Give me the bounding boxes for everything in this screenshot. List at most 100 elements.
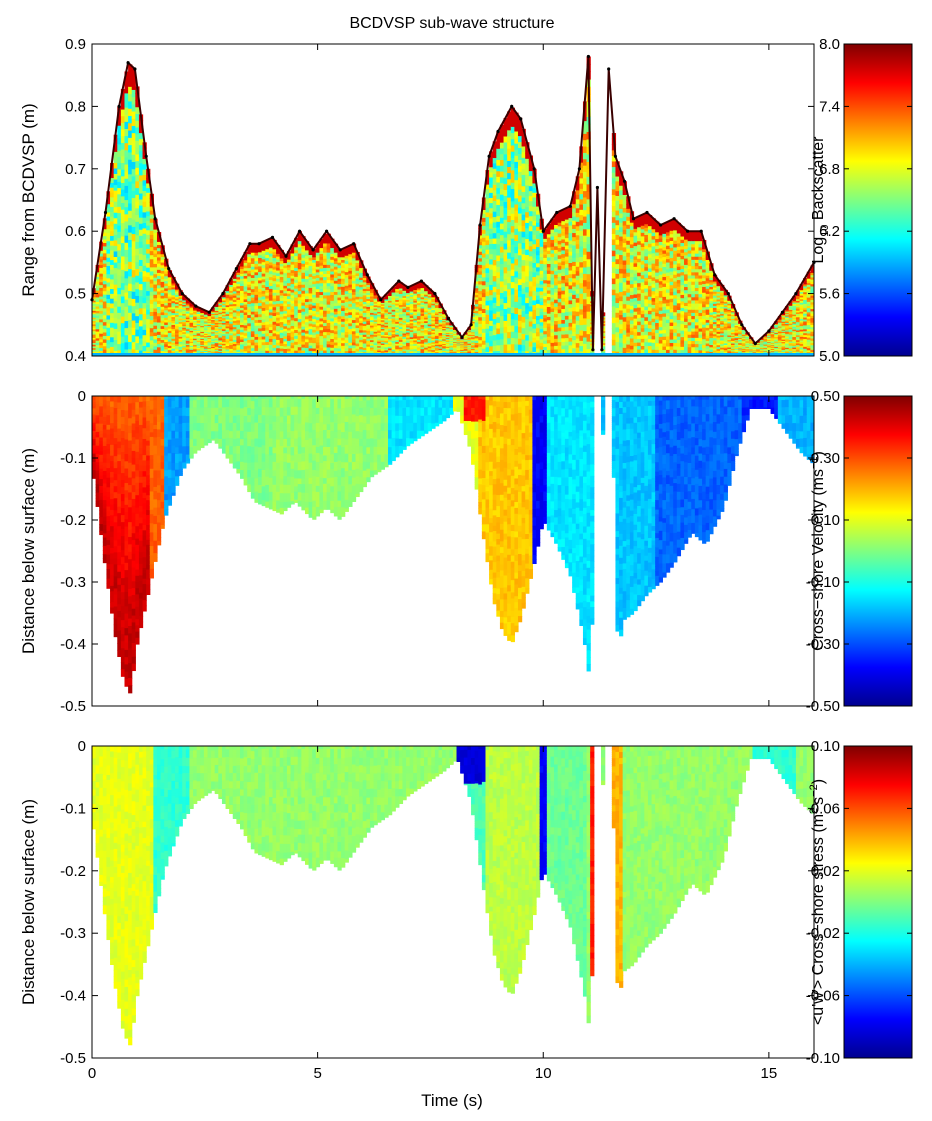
surface-point <box>496 129 500 133</box>
y-axis-label: Distance below surface (m) <box>19 448 38 654</box>
y-tick-label: 0.4 <box>65 348 86 365</box>
y-tick-label: -0.3 <box>60 925 86 942</box>
heatmap-field-backscatter <box>92 56 814 356</box>
surface-point <box>365 273 369 277</box>
colorbar-label: Cross−shore Velocity (ms−1) <box>808 451 827 651</box>
colorbar-tick-label: 0.50 <box>811 388 840 405</box>
surface-point <box>248 242 252 246</box>
x-tick-label: 15 <box>761 1065 778 1082</box>
x-tick-label: 5 <box>313 1065 321 1082</box>
colorbar-tick-label: 0.10 <box>811 512 840 529</box>
surface-point <box>133 67 137 71</box>
heatmap-field-stress <box>92 746 814 1046</box>
surface-point <box>577 167 582 171</box>
y-tick-label: 0 <box>78 388 86 405</box>
surface-point <box>194 304 198 308</box>
surface-point <box>672 217 676 221</box>
surface-point <box>753 341 757 346</box>
surface-point <box>221 292 225 296</box>
colorbar-label: Log10 Backscatter <box>810 136 831 264</box>
colorbar-label: <u'w'> Cross−shore stress (m2s−2) <box>808 779 827 1025</box>
colorbar-tick-label: 5.6 <box>819 286 840 303</box>
colorbar-backscatter <box>843 43 913 357</box>
surface-point <box>397 279 401 283</box>
y-tick-label: -0.4 <box>60 636 86 653</box>
panel-velocity: 0 -0.1 -0.2 -0.3 -0.4 -0.5 Distance below surf… <box>19 388 913 715</box>
colorbar-tick-label: -0.50 <box>806 698 840 715</box>
surface-point <box>713 273 717 277</box>
surface-line <box>91 56 815 350</box>
colorbar-tick-label: 0.30 <box>811 450 840 467</box>
y-tick-label: 0.7 <box>65 161 86 178</box>
panel-backscatter: 0.9 0.8 0.7 0.6 0.5 0.4 Range from BCDVSP (m) 8… <box>19 36 913 365</box>
surface-point <box>379 298 383 302</box>
surface-point <box>613 154 618 158</box>
surface-point <box>600 348 604 352</box>
surface-point <box>519 117 523 121</box>
surface-point <box>338 248 342 252</box>
colorbar-velocity <box>843 395 913 707</box>
colorbar-tick-label: 0.10 <box>811 738 840 755</box>
colorbar-tick-label: -0.30 <box>806 636 840 653</box>
surface-point <box>645 210 649 215</box>
surface-point <box>726 292 730 296</box>
surface-point <box>631 217 636 221</box>
x-tick-label: 0 <box>88 1065 96 1082</box>
panels: 0.9 0.8 0.7 0.6 0.5 0.4 Range from BCDVSP (m) 8… <box>19 36 913 1082</box>
y-axis-label: Range from BCDVSP (m) <box>19 103 38 296</box>
surface-point <box>103 210 108 215</box>
surface-point <box>325 229 329 233</box>
y-tick-label: -0.5 <box>60 698 86 715</box>
colorbar-tick-label: -0.02 <box>806 925 840 942</box>
surface-point <box>686 229 690 233</box>
surface-point <box>433 292 437 296</box>
surface-point <box>180 292 184 296</box>
y-tick-label: -0.2 <box>60 512 86 529</box>
colorbar-tick-label: -0.10 <box>806 1050 840 1067</box>
surface-point <box>699 229 703 233</box>
surface-point <box>541 229 545 233</box>
surface-point <box>167 267 171 271</box>
x-axis-label: Time (s) <box>421 1091 483 1110</box>
surface-point <box>117 104 121 108</box>
surface-point <box>487 154 491 158</box>
colorbar-tick-label: 8.0 <box>819 36 840 53</box>
heatmap-field-velocity <box>92 396 814 694</box>
surface-point <box>419 279 423 283</box>
colorbar-tick-label: 6.8 <box>819 161 840 178</box>
surface-point <box>794 292 798 296</box>
surface-point <box>510 104 514 108</box>
surface-point <box>257 242 261 246</box>
surface-point <box>659 223 663 227</box>
surface-point <box>555 210 559 215</box>
colorbar-tick-label: 7.4 <box>819 98 840 115</box>
y-tick-label: 0 <box>78 738 86 755</box>
y-tick-label: 0.9 <box>65 36 86 53</box>
y-axis-label: Distance below surface (m) <box>19 799 38 1005</box>
surface-point <box>780 310 785 314</box>
surface-point <box>622 179 627 183</box>
axes-frame <box>91 395 815 707</box>
surface-point <box>284 254 288 258</box>
surface-point <box>144 154 148 158</box>
x-tick-label: 10 <box>535 1065 552 1082</box>
axes-frame <box>91 43 815 357</box>
surface-point <box>460 335 464 339</box>
y-tick-label: -0.4 <box>60 988 86 1005</box>
colorbar-tick-label: -0.06 <box>806 988 840 1005</box>
surface-point <box>595 185 600 190</box>
colorbar-stress <box>843 745 913 1059</box>
surface-point <box>298 229 302 233</box>
y-tick-label: 0.6 <box>65 223 86 240</box>
surface-point <box>126 61 130 65</box>
surface-point <box>270 235 275 239</box>
surface-point <box>311 248 315 252</box>
surface-point <box>234 267 238 271</box>
surface-point <box>591 348 595 352</box>
y-tick-label: 0.5 <box>65 286 86 303</box>
surface-point <box>568 204 572 208</box>
colorbar-tick-label: 5.0 <box>819 348 840 365</box>
axes-frame <box>91 745 815 1059</box>
figure-title: BCDVSP sub-wave structure <box>349 15 554 32</box>
